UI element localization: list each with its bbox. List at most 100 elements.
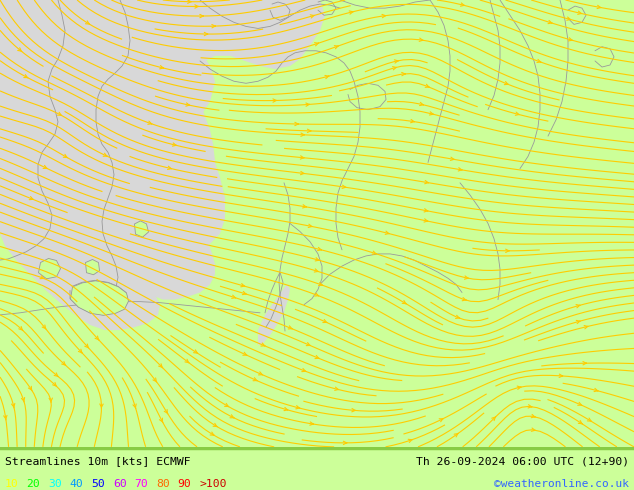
FancyArrowPatch shape	[273, 99, 276, 102]
FancyArrowPatch shape	[314, 269, 318, 272]
FancyArrowPatch shape	[29, 386, 32, 391]
FancyArrowPatch shape	[315, 258, 319, 261]
FancyArrowPatch shape	[288, 326, 292, 329]
FancyArrowPatch shape	[584, 325, 588, 329]
FancyArrowPatch shape	[583, 362, 586, 365]
FancyArrowPatch shape	[49, 398, 53, 403]
FancyArrowPatch shape	[193, 350, 198, 353]
FancyArrowPatch shape	[53, 383, 56, 387]
FancyArrowPatch shape	[95, 336, 99, 340]
FancyArrowPatch shape	[212, 24, 216, 28]
FancyArrowPatch shape	[43, 166, 47, 169]
FancyArrowPatch shape	[308, 224, 312, 227]
FancyArrowPatch shape	[315, 355, 319, 359]
FancyArrowPatch shape	[307, 129, 311, 132]
FancyArrowPatch shape	[352, 409, 356, 412]
Text: 50: 50	[91, 479, 105, 489]
FancyArrowPatch shape	[61, 362, 66, 366]
FancyArrowPatch shape	[597, 5, 601, 9]
FancyArrowPatch shape	[230, 415, 234, 418]
FancyArrowPatch shape	[402, 73, 405, 76]
FancyArrowPatch shape	[576, 320, 580, 323]
FancyArrowPatch shape	[167, 166, 171, 170]
FancyArrowPatch shape	[29, 196, 34, 199]
FancyArrowPatch shape	[301, 156, 304, 159]
FancyArrowPatch shape	[133, 404, 136, 409]
FancyArrowPatch shape	[568, 38, 573, 41]
FancyArrowPatch shape	[241, 284, 245, 287]
FancyArrowPatch shape	[42, 325, 46, 329]
FancyArrowPatch shape	[284, 407, 288, 411]
FancyArrowPatch shape	[492, 416, 496, 420]
FancyArrowPatch shape	[578, 402, 582, 405]
FancyArrowPatch shape	[587, 418, 592, 421]
FancyArrowPatch shape	[420, 102, 424, 106]
FancyArrowPatch shape	[372, 251, 376, 254]
FancyArrowPatch shape	[424, 209, 428, 212]
FancyArrowPatch shape	[344, 441, 347, 444]
Text: 60: 60	[113, 479, 127, 489]
Text: Th 26-09-2024 06:00 UTC (12+90): Th 26-09-2024 06:00 UTC (12+90)	[416, 456, 629, 466]
FancyArrowPatch shape	[425, 180, 429, 184]
FancyArrowPatch shape	[58, 112, 61, 116]
FancyArrowPatch shape	[188, 0, 191, 3]
FancyArrowPatch shape	[295, 122, 299, 125]
FancyArrowPatch shape	[460, 3, 465, 6]
FancyArrowPatch shape	[454, 433, 458, 437]
FancyArrowPatch shape	[148, 121, 152, 124]
FancyArrowPatch shape	[253, 378, 257, 381]
FancyArrowPatch shape	[186, 103, 190, 106]
Text: 70: 70	[134, 479, 148, 489]
FancyArrowPatch shape	[318, 282, 323, 286]
FancyArrowPatch shape	[160, 66, 164, 69]
FancyArrowPatch shape	[54, 373, 58, 377]
FancyArrowPatch shape	[153, 378, 157, 382]
FancyArrowPatch shape	[19, 326, 23, 330]
FancyArrowPatch shape	[450, 157, 454, 160]
FancyArrowPatch shape	[310, 422, 314, 425]
FancyArrowPatch shape	[159, 418, 163, 422]
FancyArrowPatch shape	[458, 168, 462, 171]
FancyArrowPatch shape	[310, 15, 314, 18]
FancyArrowPatch shape	[22, 397, 25, 402]
FancyArrowPatch shape	[411, 120, 415, 123]
FancyArrowPatch shape	[408, 440, 412, 442]
FancyArrowPatch shape	[314, 293, 319, 296]
FancyArrowPatch shape	[578, 420, 583, 424]
FancyArrowPatch shape	[548, 21, 552, 24]
FancyArrowPatch shape	[185, 359, 189, 363]
FancyArrowPatch shape	[158, 364, 163, 368]
FancyArrowPatch shape	[261, 343, 265, 346]
FancyArrowPatch shape	[259, 372, 262, 375]
FancyArrowPatch shape	[439, 418, 443, 422]
FancyArrowPatch shape	[231, 295, 236, 298]
FancyArrowPatch shape	[531, 428, 535, 431]
Text: 10: 10	[5, 479, 19, 489]
FancyArrowPatch shape	[172, 143, 176, 146]
FancyArrowPatch shape	[40, 275, 44, 279]
FancyArrowPatch shape	[86, 21, 89, 24]
FancyArrowPatch shape	[334, 46, 339, 49]
FancyArrowPatch shape	[85, 344, 89, 348]
FancyArrowPatch shape	[195, 5, 198, 8]
FancyArrowPatch shape	[325, 75, 329, 79]
FancyArrowPatch shape	[210, 432, 214, 436]
FancyArrowPatch shape	[63, 154, 67, 158]
FancyArrowPatch shape	[567, 17, 571, 20]
Text: ©weatheronline.co.uk: ©weatheronline.co.uk	[494, 479, 629, 489]
FancyArrowPatch shape	[335, 387, 339, 391]
FancyArrowPatch shape	[314, 43, 318, 46]
FancyArrowPatch shape	[301, 133, 304, 136]
FancyArrowPatch shape	[385, 231, 389, 234]
Text: Streamlines 10m [kts] ECMWF: Streamlines 10m [kts] ECMWF	[5, 456, 191, 466]
FancyArrowPatch shape	[242, 292, 246, 294]
FancyArrowPatch shape	[24, 74, 28, 78]
FancyArrowPatch shape	[392, 67, 396, 70]
FancyArrowPatch shape	[79, 349, 82, 353]
Text: >100: >100	[199, 479, 226, 489]
FancyArrowPatch shape	[517, 386, 521, 390]
FancyArrowPatch shape	[243, 352, 247, 355]
FancyArrowPatch shape	[504, 81, 508, 85]
FancyArrowPatch shape	[342, 185, 346, 189]
FancyArrowPatch shape	[323, 319, 327, 322]
